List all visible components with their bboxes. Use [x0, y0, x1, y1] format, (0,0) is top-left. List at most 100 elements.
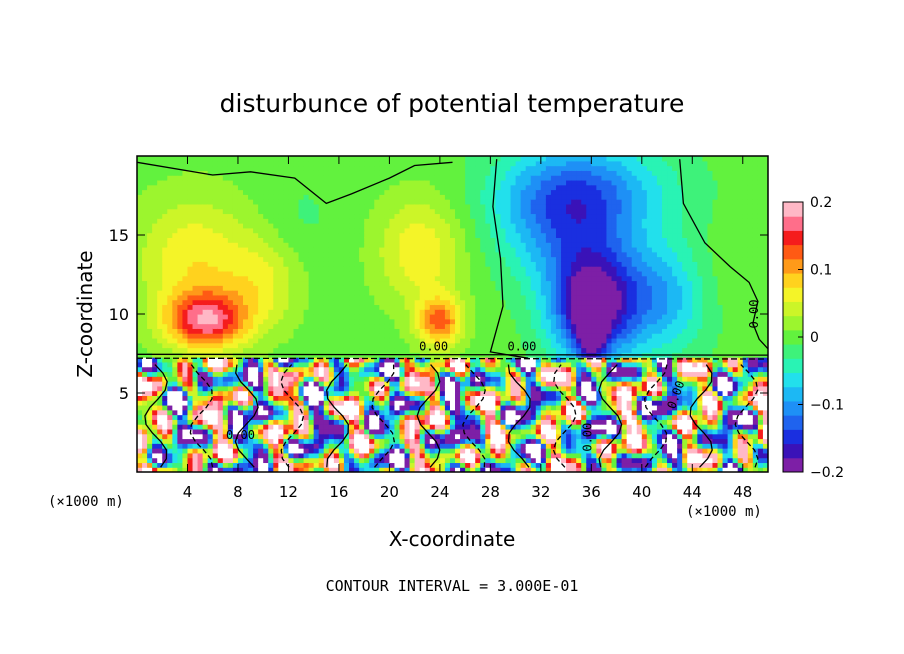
field-cell	[404, 400, 411, 406]
field-cell	[167, 366, 173, 373]
field-cell	[217, 194, 224, 200]
field-cell	[394, 261, 401, 267]
field-cell	[197, 280, 204, 286]
field-cell	[460, 285, 466, 291]
field-cell	[495, 218, 502, 224]
field-cell	[253, 218, 259, 224]
field-cell	[227, 357, 234, 363]
field-cell	[293, 333, 300, 339]
field-cell	[343, 290, 350, 296]
field-cell	[505, 232, 512, 238]
field-cell	[333, 414, 340, 420]
field-cell	[177, 304, 184, 310]
field-cell	[263, 409, 269, 416]
field-cell	[349, 199, 355, 205]
field-cell	[222, 160, 229, 167]
field-cell	[338, 165, 345, 171]
field-cell	[222, 443, 229, 449]
field-cell	[237, 395, 244, 401]
field-cell	[394, 184, 401, 191]
field-cell	[182, 314, 189, 320]
field-cell	[227, 266, 234, 272]
field-cell	[470, 366, 476, 373]
field-cell	[298, 428, 305, 435]
field-cell	[480, 261, 486, 267]
field-cell	[455, 318, 461, 325]
field-cell	[192, 290, 199, 296]
field-cell	[273, 366, 279, 373]
field-cell	[349, 299, 355, 306]
field-cell	[409, 218, 416, 224]
field-cell	[455, 376, 461, 382]
field-cell	[313, 184, 320, 191]
field-cell	[515, 309, 522, 315]
field-cell	[212, 433, 219, 440]
field-cell	[470, 179, 476, 186]
field-cell	[449, 184, 456, 191]
field-cell	[283, 294, 290, 301]
field-cell	[449, 409, 456, 416]
field-cell	[510, 223, 517, 229]
field-cell	[419, 184, 426, 191]
field-cell	[475, 385, 481, 392]
field-cell	[354, 347, 360, 353]
field-cell	[187, 457, 194, 464]
field-cell	[137, 256, 143, 262]
field-cell	[490, 323, 497, 329]
field-cell	[227, 256, 234, 262]
field-cell	[192, 199, 199, 205]
field-cell	[258, 304, 264, 310]
field-cell	[187, 194, 194, 200]
field-cell	[192, 246, 199, 253]
field-cell	[480, 404, 486, 411]
field-cell	[142, 256, 148, 262]
field-cell	[364, 467, 370, 472]
field-cell	[288, 280, 295, 286]
field-cell	[237, 160, 244, 167]
field-cell	[217, 448, 224, 454]
field-cell	[460, 395, 466, 401]
field-cell	[278, 376, 284, 382]
field-cell	[429, 213, 436, 219]
field-cell	[515, 390, 522, 396]
field-cell	[419, 170, 426, 176]
field-cell	[293, 337, 300, 344]
field-cell	[399, 337, 406, 344]
field-cell	[374, 232, 380, 238]
field-cell	[429, 203, 436, 210]
field-cell	[409, 309, 416, 315]
field-cell	[349, 213, 355, 219]
field-cell	[258, 223, 264, 229]
field-cell	[227, 208, 234, 215]
field-cell	[263, 424, 269, 430]
field-cell	[460, 314, 466, 320]
field-cell	[414, 309, 421, 315]
field-cell	[495, 223, 502, 229]
field-cell	[237, 203, 244, 210]
field-cell	[318, 419, 325, 425]
field-cell	[354, 170, 360, 176]
field-cell	[182, 280, 189, 286]
field-cell	[444, 160, 451, 167]
field-cell	[419, 314, 426, 320]
field-cell	[505, 280, 512, 286]
field-cell	[475, 347, 481, 353]
field-cell	[167, 467, 173, 472]
field-cell	[137, 328, 143, 334]
field-cell	[505, 419, 512, 425]
field-cell	[343, 179, 350, 186]
field-cell	[157, 323, 163, 329]
field-cell	[389, 457, 396, 464]
field-cell	[318, 251, 325, 258]
field-cell	[293, 256, 300, 262]
field-cell	[424, 452, 431, 459]
field-cell	[510, 366, 517, 373]
field-cell	[318, 199, 325, 205]
field-cell	[177, 385, 184, 392]
field-cell	[278, 318, 284, 325]
field-cell	[359, 428, 365, 435]
field-cell	[137, 404, 143, 411]
field-cell	[288, 160, 295, 167]
field-cell	[167, 385, 173, 392]
field-cell	[389, 237, 396, 243]
